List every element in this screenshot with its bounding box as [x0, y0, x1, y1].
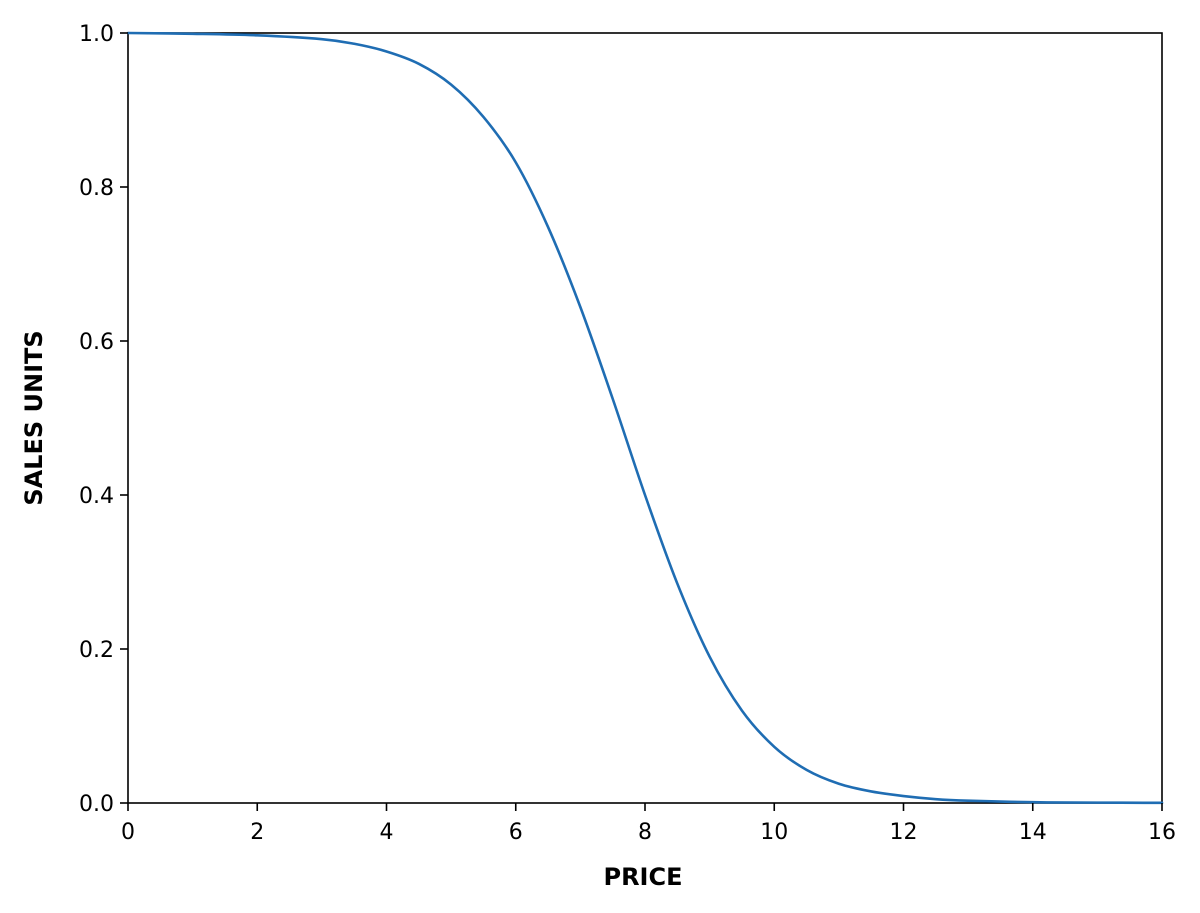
series-line-0 [126, 31, 1164, 805]
x-tick-label: 8 [638, 820, 652, 845]
x-tick-label: 4 [380, 820, 394, 845]
x-tick-label: 10 [760, 820, 788, 845]
x-axis-label: PRICE [603, 863, 682, 891]
x-tick-label: 12 [890, 820, 918, 845]
plot-area [127, 32, 1163, 804]
y-tick-label: 0.8 [79, 176, 114, 201]
x-axis: 0 2 4 6 8 10 12 14 16 [121, 803, 1176, 845]
y-axis-label: SALES UNITS [20, 330, 48, 505]
y-tick-label: 0.2 [79, 638, 114, 663]
y-axis: 0.0 0.2 0.4 0.6 0.8 1.0 [79, 22, 128, 817]
y-tick-label: 0.0 [79, 792, 114, 817]
plot-frame [127, 32, 1163, 804]
x-tick-label: 14 [1019, 820, 1047, 845]
x-tick-label: 0 [121, 820, 135, 845]
y-tick-label: 0.6 [79, 330, 114, 355]
x-tick-label: 16 [1148, 820, 1176, 845]
y-tick-label: 0.4 [79, 484, 114, 509]
y-tick-label: 1.0 [79, 22, 114, 47]
x-tick-label: 6 [509, 820, 523, 845]
series-layer [126, 31, 1164, 805]
x-tick-label: 2 [250, 820, 264, 845]
